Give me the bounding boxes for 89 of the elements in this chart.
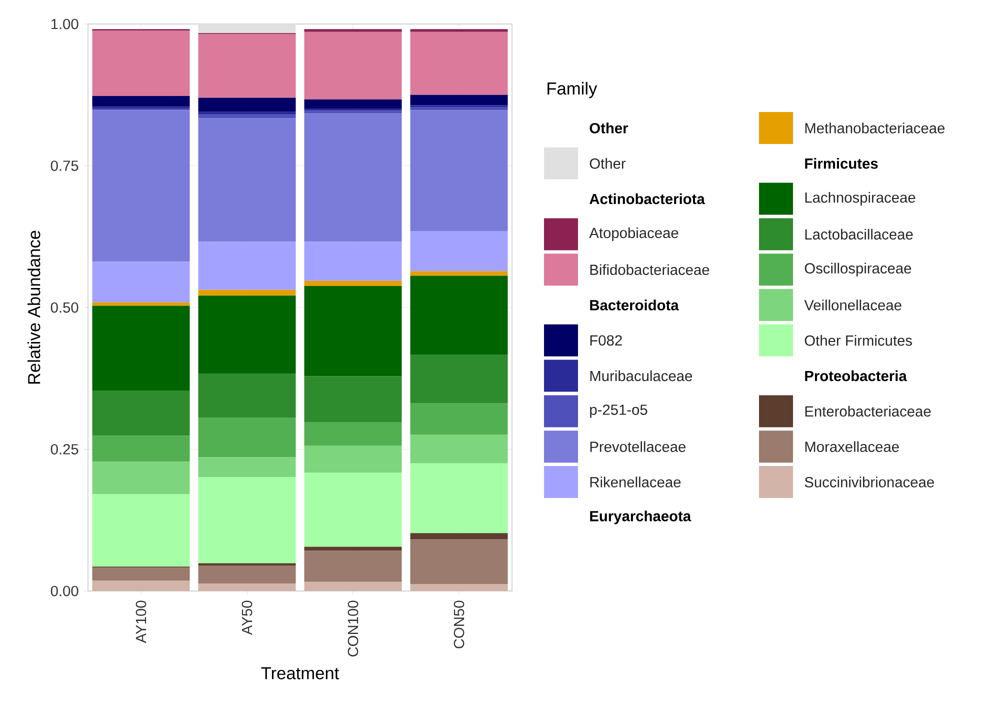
bar (92, 306, 190, 391)
legend-label: Moraxellaceae (805, 441, 899, 452)
bar (410, 29, 508, 32)
bar (92, 580, 190, 591)
text: Bacteroidota (590, 300, 679, 310)
bar (304, 582, 402, 591)
text: Actinobacteriota (590, 193, 705, 204)
y-tick-label: 0.00 (50, 586, 78, 596)
legend-label: Other (590, 158, 626, 169)
x-tick-label: CON50 (454, 600, 464, 648)
bar (304, 286, 402, 376)
legend-label: Veillonellaceae (804, 300, 902, 310)
bar (304, 242, 402, 281)
bar (410, 403, 508, 435)
bar (198, 584, 296, 591)
legend-label: F082 (590, 335, 622, 346)
bar (198, 118, 296, 242)
bar (304, 472, 402, 547)
bar (410, 230, 508, 272)
bar (198, 242, 296, 290)
bar (410, 463, 508, 534)
bar (410, 276, 508, 355)
bar (304, 32, 402, 100)
x-tick-label: AY50 (242, 600, 252, 635)
bar (410, 271, 508, 276)
text: Euryarchaeota (590, 510, 692, 524)
bar (92, 30, 190, 96)
bar (304, 113, 402, 242)
legend-label: Bifidobacteriaceae (590, 264, 710, 275)
bar (304, 550, 402, 582)
bar (304, 376, 402, 422)
bar (198, 24, 296, 34)
legend-label: Muribaculaceae (590, 370, 692, 382)
bar (92, 462, 190, 494)
bar (198, 457, 296, 478)
bar (304, 99, 402, 108)
bar (92, 110, 190, 262)
bar (410, 539, 508, 584)
bar (92, 302, 190, 306)
bar (198, 565, 296, 584)
text: Other (590, 122, 628, 134)
text: Proteobacteria (805, 370, 907, 382)
x-tick-label: AY100 (136, 600, 146, 644)
y-tick-label: 1.00 (51, 18, 78, 30)
bar (198, 374, 296, 418)
bar (92, 494, 190, 567)
bar (410, 533, 508, 540)
bar (304, 446, 402, 472)
legend-label: Atopobiaceae (589, 227, 678, 242)
bar (198, 98, 296, 112)
y-tick-label: 0.50 (50, 302, 78, 313)
bar (304, 422, 402, 446)
legend-label: Rikenellaceae (590, 476, 681, 488)
bar (198, 34, 296, 98)
bar (198, 477, 296, 564)
bar (198, 296, 296, 374)
x-tick-label: CON100 (348, 600, 358, 656)
y-axis-title: Relative Abundance (28, 230, 40, 384)
legend-label: Prevotellaceae (590, 441, 686, 452)
x-axis-title: Treatment (261, 667, 340, 680)
bar (304, 280, 402, 286)
legend-label: p-251-o5 (590, 404, 648, 418)
legend-label: Methanobacteriaceae (805, 122, 945, 134)
legend-label: Succinivibrionaceae (804, 476, 934, 488)
bar (410, 110, 508, 231)
bar (92, 262, 190, 302)
bar (198, 114, 296, 118)
bar (410, 354, 508, 404)
legend-label: Oscillospiraceae (804, 262, 912, 276)
legend-label: Lactobacillaceae (805, 228, 913, 240)
bar (410, 32, 508, 95)
bar (198, 290, 296, 296)
bar (410, 94, 508, 106)
bar (92, 568, 190, 581)
bar (92, 436, 190, 462)
bar (410, 434, 508, 464)
bar (198, 418, 296, 458)
legend-label: Lachnospiraceae (805, 192, 916, 206)
legend-label: Other Firmicutes (804, 335, 912, 346)
bar (304, 29, 402, 32)
bar (304, 108, 402, 111)
bar (410, 584, 508, 591)
legend-title: Family (548, 82, 598, 98)
bar (92, 96, 190, 107)
y-tick-label: 0.25 (50, 444, 78, 454)
text: Firmicutes (805, 158, 878, 169)
y-tick-label: 0.75 (50, 160, 78, 171)
bar (92, 390, 190, 436)
legend-label: Enterobacteriaceae (805, 406, 931, 417)
